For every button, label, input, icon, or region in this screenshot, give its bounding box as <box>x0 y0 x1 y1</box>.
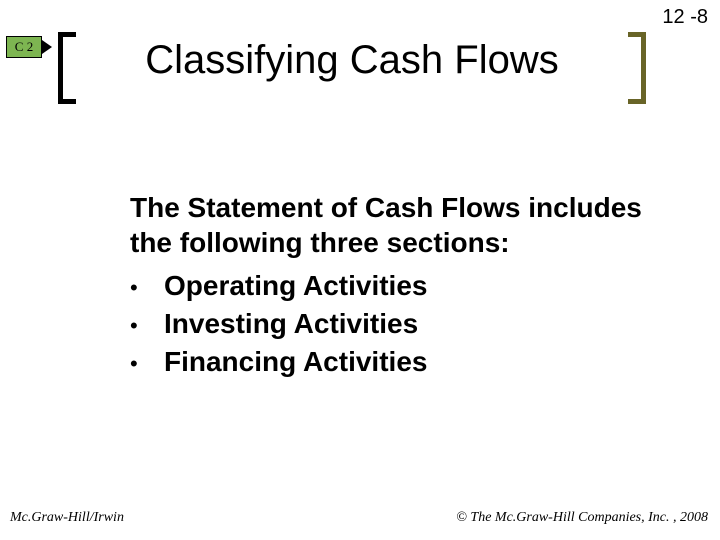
page-number: 12 -8 <box>662 6 708 29</box>
bullet-icon: • <box>130 270 164 306</box>
bullet-icon: • <box>130 346 164 382</box>
slide: 12 -8 C 2 Classifying Cash Flows The Sta… <box>0 0 720 540</box>
objective-badge: C 2 <box>6 36 42 58</box>
list-item: • Operating Activities <box>130 268 650 306</box>
footer-publisher: Mc.Graw-Hill/Irwin <box>10 510 124 526</box>
list-item-label: Operating Activities <box>164 268 427 304</box>
list-item-label: Investing Activities <box>164 306 418 342</box>
title-right-bracket <box>628 32 646 104</box>
intro-text: The Statement of Cash Flows includes the… <box>130 190 650 260</box>
arrow-icon <box>42 40 52 54</box>
bullet-icon: • <box>130 308 164 344</box>
title-left-bracket <box>58 32 76 104</box>
body-content: The Statement of Cash Flows includes the… <box>130 190 650 382</box>
list-item: • Investing Activities <box>130 306 650 344</box>
slide-title: Classifying Cash Flows <box>82 38 622 83</box>
list-item-label: Financing Activities <box>164 344 427 380</box>
list-item: • Financing Activities <box>130 344 650 382</box>
footer-copyright: © The Mc.Graw-Hill Companies, Inc. , 200… <box>456 510 708 526</box>
